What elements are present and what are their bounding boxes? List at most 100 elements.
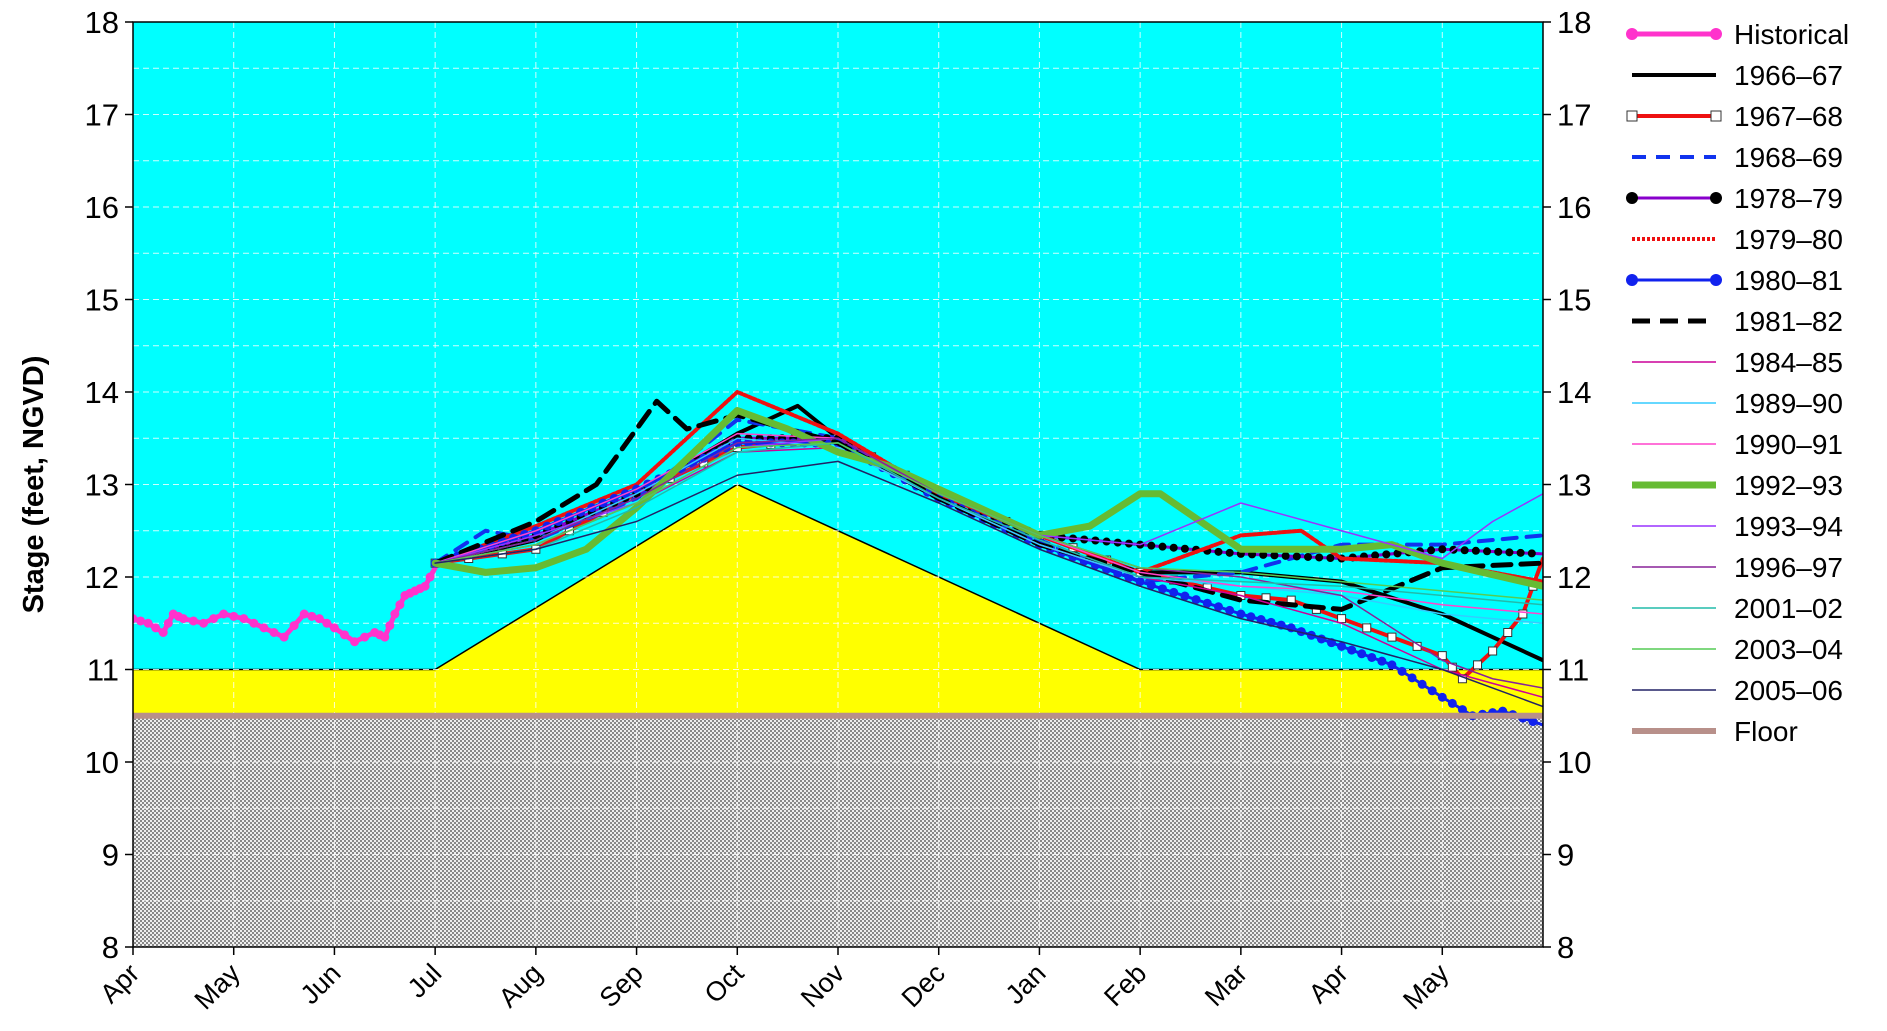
x-tick-label: Feb bbox=[1098, 958, 1152, 1012]
y-tick-label: 14 bbox=[85, 375, 119, 410]
series-marker bbox=[1315, 553, 1324, 562]
series-marker bbox=[1460, 546, 1469, 555]
legend-label: 2001–02 bbox=[1734, 593, 1843, 624]
series-marker bbox=[1135, 577, 1145, 587]
series-marker bbox=[395, 600, 405, 610]
legend-marker bbox=[1710, 28, 1722, 40]
series-marker bbox=[1367, 652, 1377, 662]
legend-label: Floor bbox=[1734, 716, 1798, 747]
series-marker bbox=[249, 618, 259, 628]
series-marker bbox=[1236, 609, 1246, 619]
series-marker bbox=[299, 609, 309, 619]
y-tick-label: 11 bbox=[87, 653, 119, 688]
legend-label: 1984–85 bbox=[1734, 347, 1843, 378]
series-marker bbox=[1427, 686, 1437, 696]
legend-label: 1990–91 bbox=[1734, 429, 1843, 460]
series-marker bbox=[143, 618, 153, 628]
legend-label: 1968–69 bbox=[1734, 142, 1843, 173]
series-marker bbox=[1437, 692, 1447, 702]
series-marker bbox=[380, 632, 390, 642]
series-marker bbox=[163, 618, 173, 628]
series-marker bbox=[1214, 547, 1223, 556]
y-tick-label: 10 bbox=[85, 745, 119, 780]
x-tick-label: Mar bbox=[1199, 958, 1253, 1012]
legend: Historical 1966–67 1967–68 1968–69 1978–79 19… bbox=[1626, 19, 1849, 747]
series-marker bbox=[1169, 543, 1178, 552]
series-marker bbox=[1393, 549, 1402, 558]
series-marker bbox=[1124, 573, 1134, 583]
series-marker bbox=[188, 616, 198, 626]
legend-marker bbox=[1626, 110, 1638, 122]
series-marker bbox=[1158, 542, 1167, 551]
series-marker bbox=[1270, 551, 1279, 560]
series-marker bbox=[360, 632, 370, 642]
series-marker bbox=[1503, 628, 1513, 637]
legend-label: 1996–97 bbox=[1734, 552, 1843, 583]
series-marker bbox=[1427, 546, 1436, 555]
series-marker bbox=[1397, 666, 1407, 676]
y-tick-label-right: 9 bbox=[1557, 838, 1574, 873]
series-marker bbox=[1225, 605, 1235, 615]
series-marker bbox=[1304, 552, 1312, 561]
y-tick-label: 8 bbox=[102, 930, 119, 965]
series-marker bbox=[1146, 580, 1156, 590]
y-tick-label: 17 bbox=[85, 98, 119, 133]
series-marker bbox=[1494, 547, 1503, 556]
y-tick-label-right: 17 bbox=[1557, 98, 1591, 133]
series-marker bbox=[1377, 656, 1387, 666]
legend-marker bbox=[1626, 192, 1638, 204]
y-tick-label-right: 8 bbox=[1557, 930, 1574, 965]
series-line bbox=[431, 407, 1543, 590]
series-marker bbox=[199, 618, 208, 628]
series-marker bbox=[1281, 551, 1290, 560]
series-marker bbox=[1488, 646, 1498, 656]
series-marker bbox=[1382, 550, 1391, 559]
legend-label: 1992–93 bbox=[1734, 470, 1843, 501]
y-tick-label-right: 16 bbox=[1557, 190, 1591, 225]
series-marker bbox=[289, 621, 299, 631]
legend-marker bbox=[1710, 274, 1722, 286]
legend-label: 1980–81 bbox=[1734, 265, 1843, 296]
y-tick-label: 15 bbox=[85, 283, 119, 318]
x-tick-label: Aug bbox=[493, 958, 548, 1013]
legend-label: 1966–67 bbox=[1734, 60, 1843, 91]
series-marker bbox=[1180, 544, 1189, 553]
series-marker bbox=[390, 609, 400, 619]
series-marker bbox=[420, 581, 430, 591]
legend-label: 2003–04 bbox=[1734, 634, 1843, 665]
x-tick-label: May bbox=[189, 958, 247, 1016]
series-marker bbox=[1347, 645, 1357, 655]
series-marker bbox=[1256, 615, 1266, 625]
series-marker bbox=[1438, 545, 1447, 554]
series-marker bbox=[1225, 548, 1234, 557]
series-marker bbox=[425, 572, 435, 582]
series-marker bbox=[1292, 552, 1301, 561]
y-axis-label: Stage (feet, NGVD) bbox=[18, 356, 50, 614]
series-marker bbox=[322, 618, 332, 628]
series-marker bbox=[1471, 546, 1480, 555]
series-line bbox=[434, 460, 1543, 708]
series-lines bbox=[133, 390, 1543, 727]
legend-label: 1989–90 bbox=[1734, 388, 1843, 419]
series-marker bbox=[229, 611, 239, 621]
series-line bbox=[434, 437, 1543, 624]
legend-label: 1979–80 bbox=[1734, 224, 1843, 255]
legend-label: Historical bbox=[1734, 19, 1849, 50]
legend-label: 1993–94 bbox=[1734, 511, 1843, 542]
series-marker bbox=[1407, 673, 1417, 683]
series-marker bbox=[1337, 641, 1347, 651]
x-tick-label: Sep bbox=[594, 958, 649, 1013]
series-marker bbox=[1371, 551, 1380, 560]
series-marker bbox=[239, 614, 249, 624]
series-marker bbox=[178, 614, 188, 624]
series-marker bbox=[1169, 587, 1179, 597]
legend-marker bbox=[1710, 110, 1722, 122]
series-marker bbox=[1387, 632, 1397, 642]
series-marker bbox=[158, 628, 168, 637]
legend-label: 1967–68 bbox=[1734, 101, 1843, 132]
y-tick-label: 13 bbox=[85, 468, 119, 503]
series-marker bbox=[710, 448, 720, 458]
series-marker bbox=[307, 611, 317, 621]
series-marker bbox=[350, 637, 360, 647]
